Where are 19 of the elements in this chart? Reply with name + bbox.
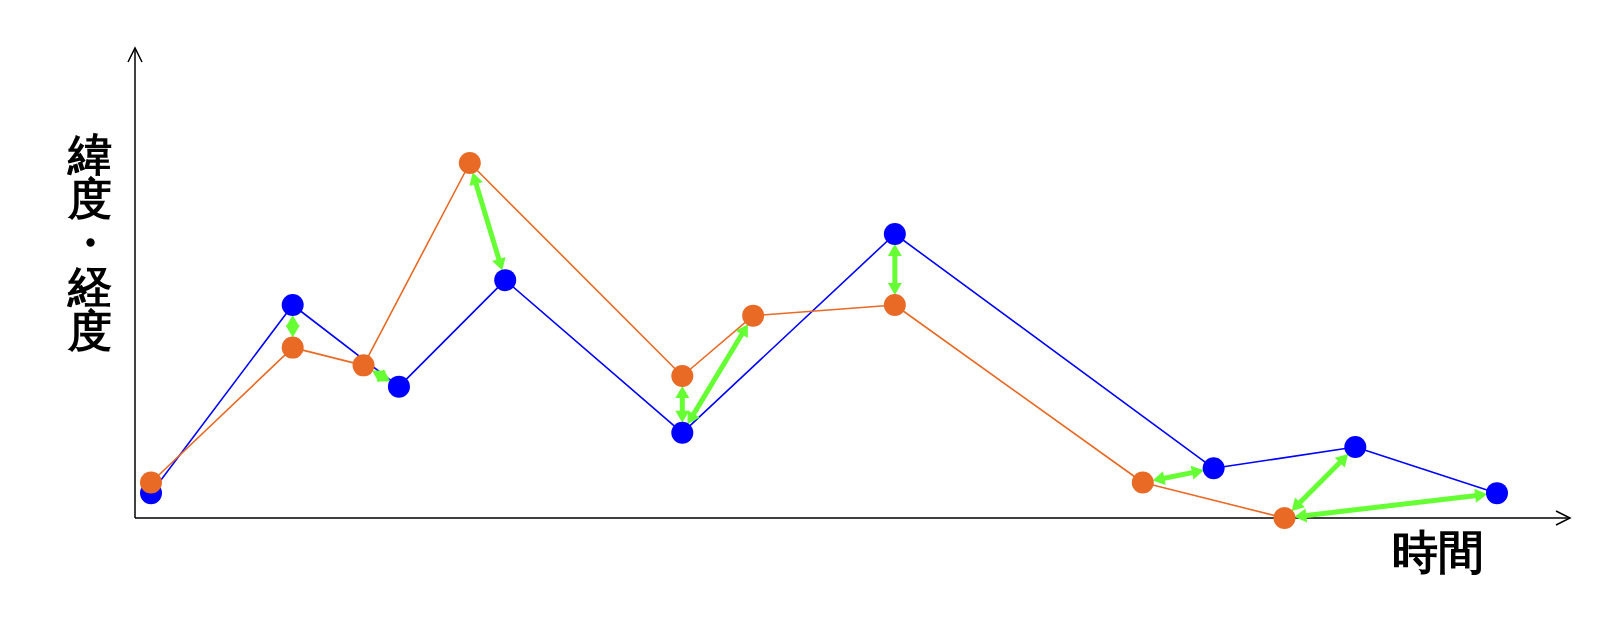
point bbox=[1202, 457, 1225, 480]
point bbox=[494, 269, 517, 292]
point bbox=[883, 294, 906, 316]
point bbox=[671, 365, 694, 387]
point bbox=[742, 304, 765, 327]
point bbox=[1486, 482, 1508, 505]
point bbox=[281, 336, 304, 359]
point bbox=[458, 152, 481, 174]
point bbox=[1131, 471, 1154, 494]
point bbox=[140, 471, 162, 494]
point bbox=[352, 354, 375, 377]
point bbox=[883, 223, 906, 245]
point bbox=[1273, 507, 1296, 529]
x-axis-title: 時間 bbox=[1392, 525, 1484, 579]
y-axis-title: 緯度・経度 bbox=[66, 129, 112, 356]
point bbox=[671, 421, 694, 444]
point bbox=[281, 294, 304, 316]
point bbox=[1344, 436, 1367, 458]
point bbox=[387, 375, 410, 398]
